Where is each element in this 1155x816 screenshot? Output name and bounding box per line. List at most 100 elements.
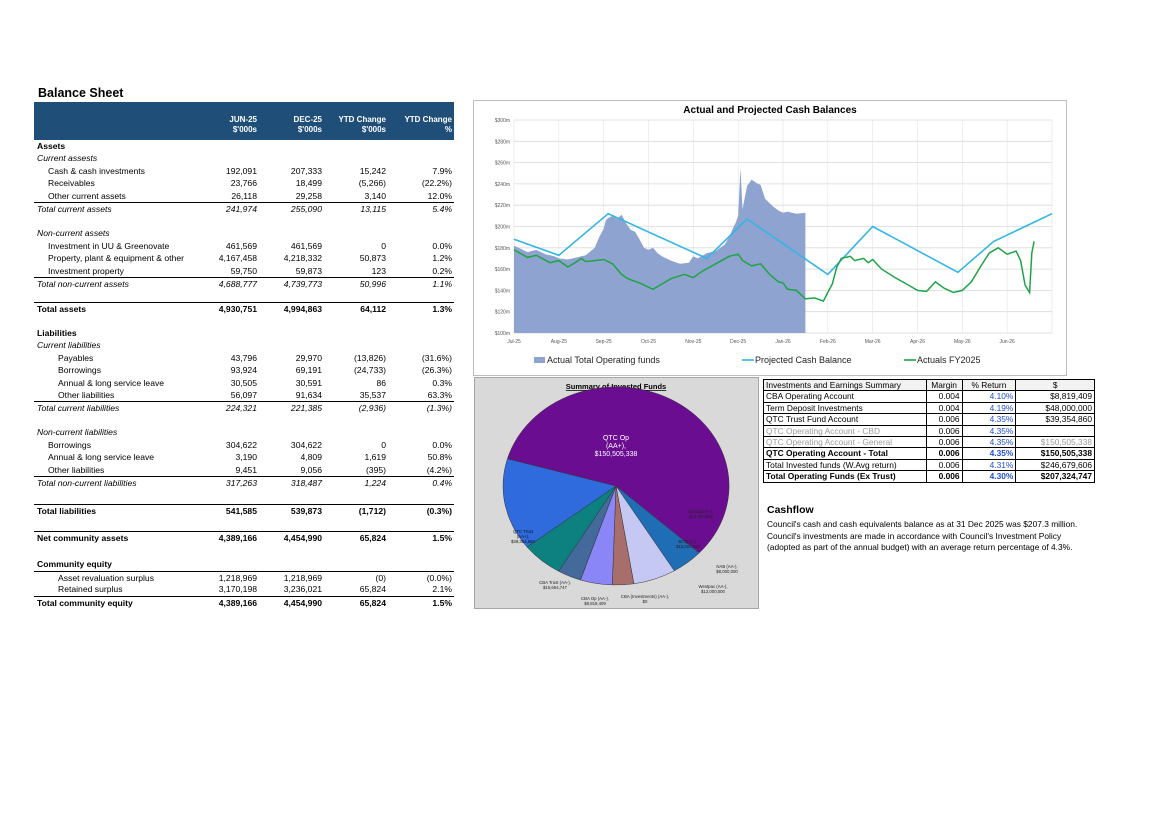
bs-cell: 241,974 [225, 204, 257, 215]
bs-row-label: Non-current liabilities [37, 427, 118, 438]
invested-funds-pie-svg: Summary of Invested Funds QTC Op (AA+), $15… [502, 382, 738, 606]
bs-row-label: Net community assets [37, 532, 129, 543]
bs-row-label: Investment property [48, 265, 124, 276]
cash-legend-label: Projected Cash Balance [755, 355, 852, 365]
bs-cell: 4,454,990 [283, 597, 322, 608]
bs-row: Other current assets 26,118 29,258 3,140 12.… [34, 190, 454, 202]
bs-cell: 3,170,198 [218, 584, 257, 595]
summary-cell-ret: 4.30% [961, 470, 1017, 483]
bs-row: Total non-current liabilities 317,263 318,… [34, 476, 454, 489]
cash-x-tick: Mar-26 [865, 339, 881, 345]
bs-cell: 4,994,863 [283, 303, 322, 314]
pie-slice [507, 386, 730, 554]
cash-y-tick: $300m [495, 118, 510, 124]
summary-cell-ret: 4.35% [961, 424, 1017, 438]
bs-cell: 59,750 [230, 265, 257, 276]
bs-cell: (26.3%) [421, 365, 452, 376]
bs-cell: (2,936) [358, 403, 386, 414]
bs-cell: 1,224 [364, 478, 386, 489]
bs-cell: 1,619 [364, 452, 386, 463]
bs-cell: (1.3%) [426, 403, 452, 414]
bs-cell: 4,454,990 [283, 532, 322, 543]
pie-slice-label: Bendigo (A-), $12,000,000 [688, 509, 713, 519]
bs-cell: 255,090 [290, 204, 322, 215]
bs-cell: 23,766 [230, 178, 257, 189]
bs-row: Current liabilities [34, 339, 454, 351]
bs-cell: 4,688,777 [218, 278, 257, 289]
summary-cell-ret: 4.31% [961, 458, 1017, 472]
bs-row-label: Other current assets [48, 190, 126, 201]
bs-cell: 7.9% [432, 165, 452, 176]
bs-cell: (395) [365, 464, 386, 475]
bs-cell: 29,258 [295, 190, 322, 201]
bs-cell: (5,266) [358, 178, 386, 189]
cash-legend-label: Actuals FY2025 [917, 355, 981, 365]
cash-x-tick: Jan-26 [775, 339, 791, 345]
bs-row-label: Cash & cash investments [48, 165, 145, 176]
invested-funds-pie-chart: Summary of Invested Funds QTC Op (AA+), $15… [474, 377, 759, 609]
bs-cell: 63.3% [427, 390, 452, 400]
bs-cell: 1.3% [432, 303, 452, 314]
bs-cell: 86 [376, 377, 386, 388]
bs-cell: 50,873 [359, 253, 386, 264]
bs-row: Annual & long service leave 30,505 30,591 8… [34, 377, 454, 389]
bs-cell: 0 [381, 240, 386, 251]
bs-row: Other liabilities 9,451 9,056 (395) (4.2%) [34, 464, 454, 476]
bs-row-label: Investment in UU & Greenovate [48, 240, 170, 251]
bs-cell: 4,389,166 [218, 597, 257, 608]
bs-row: Annual & long service leave 3,190 4,809 1,6… [34, 451, 454, 463]
cash-y-tick: $120m [495, 310, 510, 316]
bs-row-label: Payables [58, 352, 94, 363]
summary-row: QTC Operating Account - General 0.006 4.35… [763, 436, 1095, 449]
summary-header-cell: Investments and Earnings Summary [763, 378, 927, 392]
bs-row-label: Non-current assets [37, 228, 110, 239]
cash-x-tick: Apr-26 [910, 339, 925, 345]
bs-cell: 221,385 [290, 403, 322, 414]
summary-row: Total Invested funds (W.Avg return) 0.006… [763, 458, 1095, 472]
bs-cell: 43,796 [230, 352, 257, 363]
bs-cell: 4,809 [300, 452, 322, 463]
bs-row-label: Community equity [37, 559, 112, 570]
bs-row: Total community equity 4,389,166 4,454,990… [34, 595, 454, 609]
bs-row: Total non-current assets 4,688,777 4,739,7… [34, 276, 454, 290]
summary-cell-amt [1015, 424, 1095, 438]
balance-sheet-header: JUN-25 $'000s DEC-25 $'000s YTD Change $'000s… [34, 102, 454, 140]
cash-y-tick: $200m [495, 225, 510, 231]
summary-cell-ret: 4.35% [961, 413, 1017, 426]
summary-cell-name: CBA Operating Account [763, 390, 927, 403]
bs-row: Payables 43,796 29,970 (13,826) (31.6%) [34, 352, 454, 364]
pie-slice-label: CBA (Investments) (AA-), $0 [621, 594, 669, 604]
cash-y-tick: $180m [495, 246, 510, 252]
bs-cell: 0.4% [432, 478, 452, 489]
bs-row-label: Current liabilities [37, 340, 101, 351]
bs-row: Liabilities [34, 327, 454, 339]
bs-cell: (13,826) [353, 352, 386, 363]
summary-header-cell: % Return [961, 378, 1017, 392]
summary-cell-margin: 0.004 [925, 401, 963, 415]
cash-y-tick: $240m [495, 182, 510, 188]
bs-cell: 64,112 [360, 303, 386, 314]
bs-cell: 0 [381, 439, 386, 450]
bs-cell: 69,191 [295, 365, 322, 376]
bs-cell: 50.8% [427, 452, 452, 463]
bs-cell: 26,118 [231, 190, 257, 201]
pie-slice-label: NAB (AA-), $8,000,000 [716, 564, 738, 574]
bs-row: Total current assets 241,974 255,090 13,115… [34, 202, 454, 215]
bs-cell: 1.5% [432, 597, 452, 608]
cash-legend-label: Actual Total Operating funds [547, 355, 660, 365]
bs-cell: 30,591 [295, 377, 322, 388]
bs-col-header-1: DEC-25 $'000s [293, 115, 322, 134]
bs-cell: 4,389,166 [218, 532, 257, 543]
cash-series-2 [513, 241, 1035, 303]
bs-col-header-2: YTD Change $'000s [338, 115, 386, 134]
bs-cell: 207,333 [290, 165, 322, 176]
bs-row-label: Liabilities [37, 327, 77, 338]
bs-cell: 4,739,773 [283, 278, 322, 289]
investments-summary-table: Investments and Earnings Summary Margin% … [763, 378, 1095, 483]
bs-cell: 3,140 [364, 190, 386, 201]
bs-row: Receivables 23,766 18,499 (5,266) (22.2%) [34, 177, 454, 189]
summary-cell-margin: 0.006 [925, 447, 963, 460]
bs-cell: (22.2%) [421, 178, 452, 189]
balance-sheet-title: Balance Sheet [38, 86, 124, 100]
bs-cell: 123 [371, 265, 386, 276]
